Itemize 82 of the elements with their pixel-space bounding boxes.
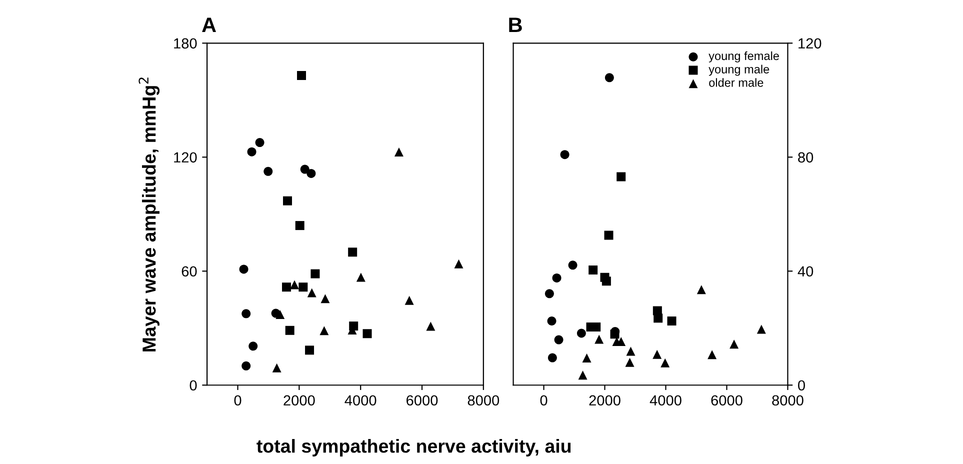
point — [242, 361, 251, 370]
point — [272, 363, 282, 372]
point — [544, 289, 554, 298]
point — [300, 164, 310, 174]
x-tick-label: 0 — [234, 395, 242, 406]
x-tick-label: 8000 — [772, 395, 804, 406]
point — [582, 354, 592, 363]
y-tick-label: 0 — [798, 380, 805, 391]
point — [310, 269, 320, 278]
point — [298, 282, 308, 292]
point — [306, 168, 316, 178]
point — [560, 150, 570, 160]
y-tick-label: 120 — [174, 152, 197, 163]
point — [255, 138, 264, 148]
point — [576, 328, 586, 338]
point — [654, 314, 663, 323]
chart-title: B — [509, 18, 522, 32]
y-tick-label: 40 — [798, 266, 814, 277]
point — [320, 326, 329, 336]
y-axis-title: Mayer wave amplitude, mmHg$^{2}$ — [138, 78, 160, 352]
point — [578, 370, 588, 380]
point — [588, 265, 598, 274]
chart-title: A — [202, 18, 216, 32]
point — [276, 310, 285, 319]
point — [604, 73, 614, 82]
point — [404, 296, 414, 305]
point — [756, 324, 766, 334]
point — [626, 346, 636, 356]
x-tick-label: 6000 — [711, 395, 742, 406]
point — [625, 358, 634, 367]
y-tick-label: 0 — [190, 380, 197, 391]
point — [264, 166, 273, 176]
x-tick-label: 4000 — [650, 395, 682, 406]
point — [307, 288, 316, 298]
y-tick-label: 180 — [174, 38, 197, 49]
x-tick-label: 6000 — [406, 395, 438, 406]
x-axis-title: total sympathetic nerve activity, aiu — [256, 439, 571, 456]
point — [283, 196, 292, 206]
point — [282, 282, 291, 292]
point — [667, 316, 676, 326]
point — [554, 335, 564, 344]
x-tick-label: 2000 — [589, 395, 620, 406]
point — [248, 342, 258, 351]
point — [426, 322, 436, 331]
point — [362, 329, 372, 338]
legend-label: older male — [709, 78, 764, 87]
point — [348, 248, 358, 257]
point — [548, 353, 557, 362]
point — [239, 264, 248, 274]
point — [604, 230, 614, 240]
point — [616, 172, 626, 182]
point — [730, 340, 739, 349]
point — [696, 285, 706, 294]
point — [594, 334, 604, 344]
x-tick-label: 8000 — [468, 395, 500, 406]
point — [652, 350, 662, 359]
x-tick-label: 2000 — [284, 395, 315, 406]
point — [356, 272, 366, 282]
point — [247, 147, 256, 156]
point — [394, 148, 404, 157]
point — [295, 221, 304, 230]
x-tick-label: 4000 — [344, 395, 376, 406]
point — [454, 259, 464, 268]
x-tick-label: 0 — [540, 395, 548, 406]
point — [552, 273, 562, 282]
point — [305, 346, 314, 355]
point — [290, 280, 300, 290]
legend-label: young female — [708, 51, 779, 62]
point — [285, 326, 294, 335]
point — [602, 276, 611, 286]
point — [568, 260, 578, 270]
legend-label: young male — [708, 64, 770, 76]
point — [297, 70, 306, 80]
y-tick-label: 60 — [182, 266, 197, 277]
point — [547, 316, 556, 326]
point — [242, 309, 251, 318]
y-tick-label: 120 — [798, 38, 822, 49]
point — [708, 350, 717, 360]
point — [610, 330, 620, 339]
point — [660, 358, 670, 368]
y-tick-label: 80 — [798, 152, 814, 163]
point — [320, 294, 330, 304]
